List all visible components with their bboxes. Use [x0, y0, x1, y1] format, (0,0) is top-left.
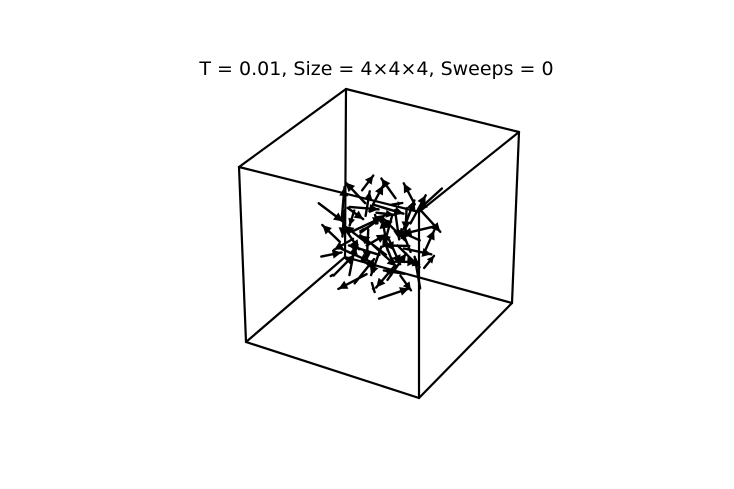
- spin-arrows: [317, 174, 444, 300]
- spin-arrow: [360, 174, 375, 192]
- spin-arrow: [321, 223, 342, 244]
- spin-arrow-head: [331, 249, 342, 259]
- spin-arrow-head: [364, 175, 374, 185]
- spin-arrow: [402, 247, 433, 257]
- spin-arrow: [417, 207, 442, 234]
- spin-arrow-head: [338, 280, 349, 289]
- spin-arrow: [380, 177, 397, 200]
- spin-arrow: [368, 184, 385, 213]
- spin-arrow-head: [362, 251, 372, 261]
- spin-arrow-head: [371, 287, 376, 293]
- spin-arrow-head: [333, 212, 343, 222]
- spin-arrow-head: [376, 277, 386, 288]
- box-edge-111-011: [344, 87, 521, 134]
- spin-arrow: [402, 182, 416, 206]
- spin-arrow-head: [386, 256, 397, 267]
- spin-arrow-head: [426, 255, 435, 264]
- spin-arrow: [359, 213, 387, 234]
- plot-title: T = 0.01, Size = 4×4×4, Sweeps = 0: [199, 58, 554, 80]
- spin-arrow-head: [430, 222, 441, 232]
- spin-arrow-head: [385, 209, 394, 218]
- spin-arrow: [317, 202, 345, 223]
- box-edge-110-111: [510, 130, 521, 305]
- spin-arrow: [320, 249, 343, 259]
- spin-arrow-head: [344, 225, 355, 235]
- spin-arrow-head: [383, 218, 393, 229]
- spin-arrow-head: [370, 266, 376, 272]
- bounding-box-back: [244, 87, 514, 344]
- spin-arrow: [348, 209, 356, 227]
- spin-arrow: [372, 244, 398, 268]
- spin-arrow: [370, 259, 376, 273]
- spin-arrow-head: [353, 210, 364, 220]
- spin-arrow-head: [348, 217, 356, 226]
- spin-arrow: [347, 243, 381, 257]
- box-edge-100-110: [417, 301, 514, 400]
- spin-arrow: [329, 273, 334, 278]
- spin-arrow-head: [403, 183, 412, 194]
- spin-arrow-head: [345, 182, 356, 193]
- spin-arrow-head: [375, 214, 386, 224]
- spin-arrow: [423, 229, 436, 253]
- spin-arrow-head: [426, 230, 435, 241]
- spin-arrow-head: [360, 235, 371, 245]
- spin-arrow-head: [383, 267, 394, 277]
- spin-arrow-head: [399, 287, 410, 296]
- box-edge-101-111: [417, 130, 521, 214]
- spin-arrow-head: [381, 178, 391, 189]
- spin-arrow: [399, 274, 413, 292]
- box-edge-001-101: [237, 165, 421, 214]
- box-edge-011-001: [237, 87, 348, 169]
- spin-arrow: [382, 267, 406, 277]
- spin-arrow-head: [402, 281, 411, 291]
- spin-arrow-head: [401, 221, 411, 231]
- spin-arrow: [346, 206, 365, 221]
- spin-arrow-head: [348, 243, 359, 253]
- box-edge-000-010: [244, 255, 347, 344]
- spin-arrow-head: [375, 185, 384, 196]
- box-edge-001-000: [237, 165, 248, 344]
- spin-arrow: [375, 209, 395, 218]
- spin-arrow: [401, 206, 411, 232]
- spin-arrow-head: [397, 201, 403, 207]
- box-edge-000-100: [244, 340, 421, 400]
- spin-arrow: [370, 281, 376, 294]
- spin-arrow-head: [402, 227, 413, 237]
- spin-arrow-head: [330, 275, 332, 277]
- bounding-box-front: [237, 87, 521, 400]
- spin-arrow: [377, 287, 411, 300]
- spin-arrow-head: [421, 248, 432, 257]
- spin-arrow: [422, 254, 436, 270]
- spin-arrow: [337, 272, 368, 291]
- spin-arrow-head: [322, 224, 332, 235]
- spin-arrow: [344, 181, 367, 205]
- spin-arrow: [401, 225, 435, 237]
- spin-arrow-head: [407, 257, 417, 267]
- spin-arrow: [394, 257, 418, 267]
- spin-arrow: [390, 201, 404, 207]
